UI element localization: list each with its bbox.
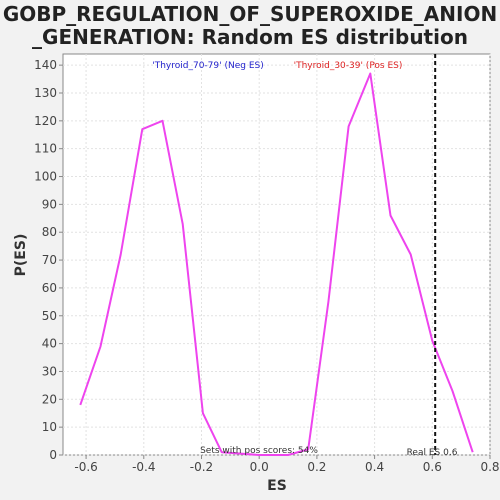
y-tick-label: 80 bbox=[42, 225, 57, 239]
x-axis-label: ES bbox=[267, 478, 287, 494]
y-tick-label: 40 bbox=[42, 337, 57, 351]
chart-title-line-2: _GENERATION: Random ES distribution bbox=[32, 25, 468, 49]
y-tick-label: 90 bbox=[42, 197, 57, 211]
legend-pos-es: 'Thyroid_30-39' (Pos ES) bbox=[294, 61, 403, 71]
x-tick-label: 0.0 bbox=[250, 460, 269, 474]
y-tick-label: 130 bbox=[34, 86, 57, 100]
y-axis-label: P(ES) bbox=[13, 234, 29, 277]
y-tick-label: 30 bbox=[42, 364, 57, 378]
axis-ticks: -0.6 -0.4 -0.2 0.0 0.2 0.4 0.6 0.8 0 10 20 30 40 50 60… bbox=[34, 58, 499, 474]
x-tick-label: -0.4 bbox=[132, 460, 155, 474]
y-tick-label: 50 bbox=[42, 309, 57, 323]
series-layer bbox=[79, 72, 474, 456]
y-tick-label: 120 bbox=[34, 114, 57, 128]
real-es-label: Real ES 0.6 bbox=[407, 448, 458, 458]
x-tick-label: 0.4 bbox=[365, 460, 384, 474]
y-tick-label: 60 bbox=[42, 281, 57, 295]
y-tick-label: 20 bbox=[42, 392, 57, 406]
y-tick-label: 70 bbox=[42, 253, 57, 267]
distribution-line bbox=[79, 72, 474, 456]
x-tick-label: 0.2 bbox=[307, 460, 326, 474]
legend-neg-es: 'Thyroid_70-79' (Neg ES) bbox=[152, 61, 263, 71]
y-tick-label: 0 bbox=[49, 448, 57, 462]
plot-area bbox=[62, 53, 491, 456]
x-tick-label: 0.6 bbox=[423, 460, 442, 474]
pos-scores-annotation: Sets with pos scores: 54% bbox=[200, 446, 318, 456]
x-tick-label: 0.8 bbox=[480, 460, 499, 474]
y-tick-label: 10 bbox=[42, 420, 57, 434]
chart-title-line-1: GOBP_REGULATION_OF_SUPEROXIDE_ANION bbox=[3, 2, 497, 26]
x-tick-label: -0.6 bbox=[74, 460, 97, 474]
y-tick-label: 100 bbox=[34, 170, 57, 184]
y-tick-label: 140 bbox=[34, 58, 57, 72]
x-tick-label: -0.2 bbox=[190, 460, 213, 474]
y-tick-label: 110 bbox=[34, 142, 57, 156]
gridlines bbox=[63, 54, 491, 456]
